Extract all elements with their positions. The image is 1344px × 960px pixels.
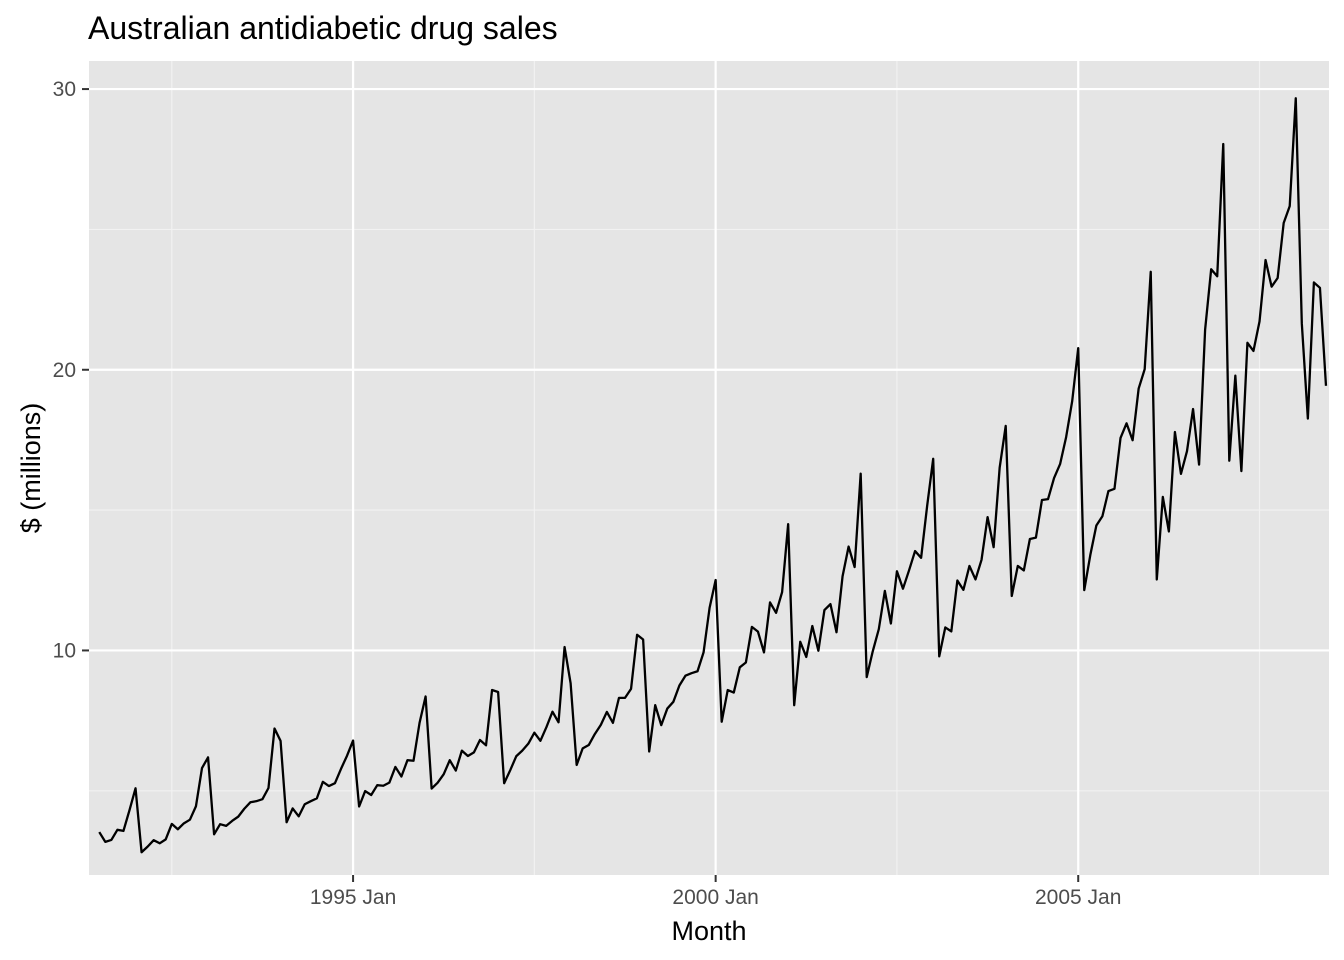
y-tick-label: 30 [53, 78, 76, 101]
series-line [98, 97, 1328, 854]
y-tick-label: 10 [53, 639, 76, 662]
major-gridlines [89, 61, 1329, 875]
plot-panel [89, 61, 1329, 875]
x-tick-label: 1995 Jan [310, 886, 396, 909]
series-layer [98, 97, 1328, 854]
y-axis: 10 20 30 [53, 78, 89, 662]
chart-title: Australian antidiabetic drug sales [88, 10, 558, 46]
y-axis-title: $ (millions) [16, 403, 46, 534]
minor-gridlines [89, 61, 1329, 875]
x-axis: 1995 Jan 2000 Jan 2005 Jan [310, 875, 1121, 909]
y-tick-label: 20 [53, 359, 76, 382]
x-tick-label: 2005 Jan [1035, 886, 1121, 909]
x-tick-label: 2000 Jan [672, 886, 758, 909]
x-axis-title: Month [671, 916, 746, 946]
